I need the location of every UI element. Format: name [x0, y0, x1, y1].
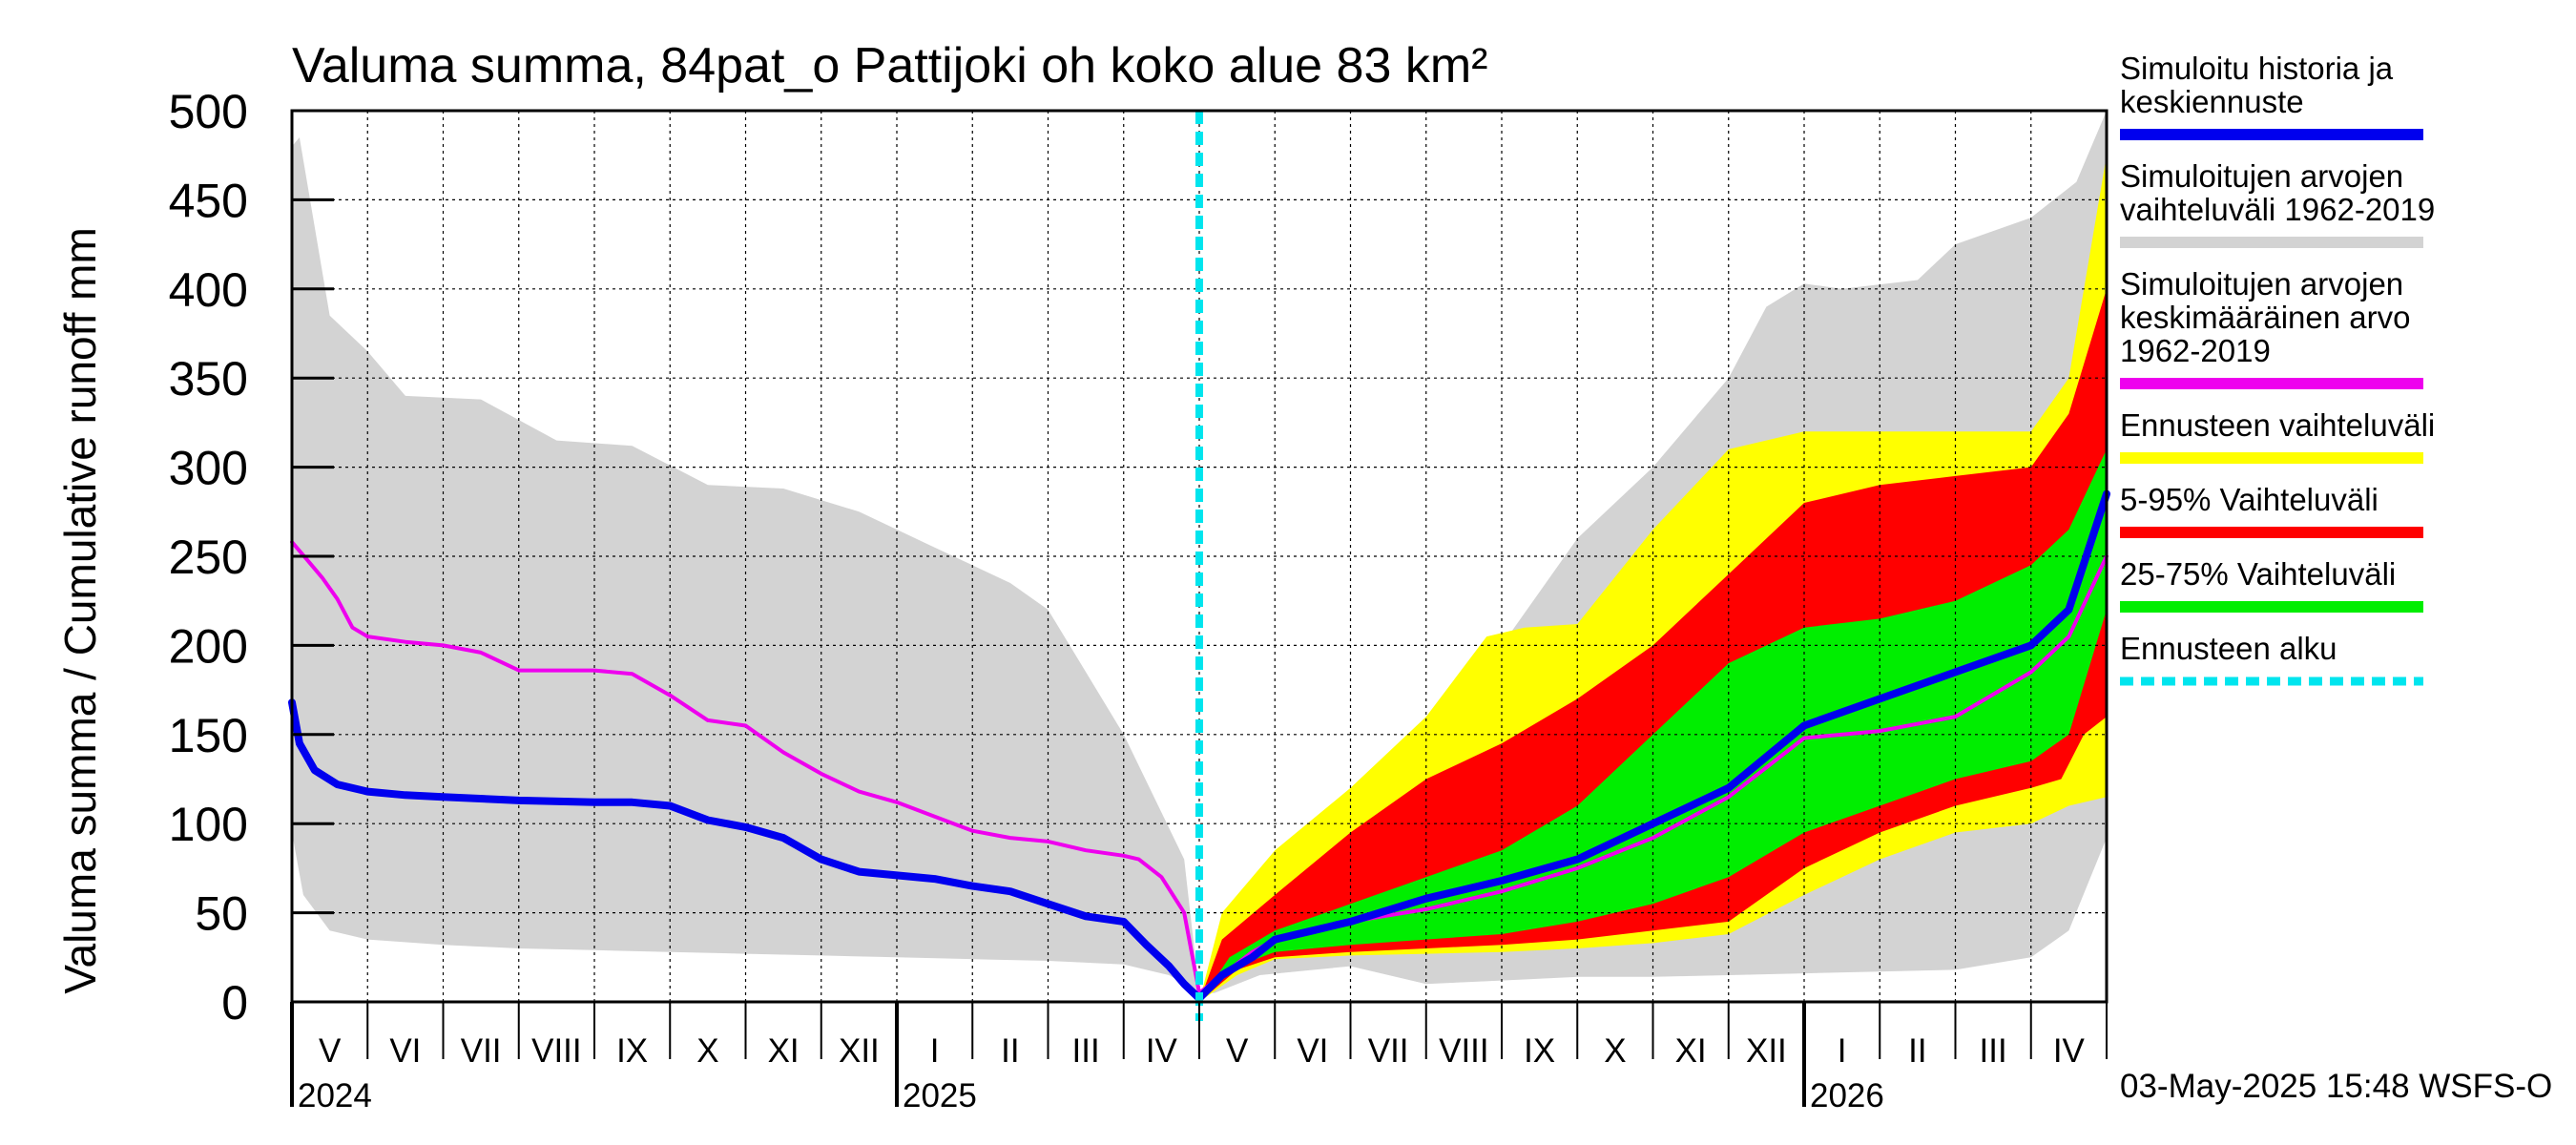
line-simulated_history_and_mean_forecast	[288, 489, 2110, 1003]
x-month-label: I	[930, 1032, 940, 1070]
y-tick-label: 150	[169, 709, 248, 762]
legend-label: keskimääräinen arvo	[2120, 300, 2410, 335]
x-month-label: VII	[1368, 1032, 1409, 1070]
x-year-label: 2024	[298, 1077, 372, 1114]
y-tick-label: 500	[169, 85, 248, 138]
legend-label: Simuloitujen arvojen	[2120, 158, 2403, 194]
x-month-label: IV	[1146, 1032, 1178, 1070]
y-tick-label: 400	[169, 263, 248, 317]
y-tick-label: 50	[195, 887, 248, 941]
x-month-label: XI	[1675, 1032, 1707, 1070]
x-month-label: IX	[616, 1032, 648, 1070]
line-mean_1962_2019	[290, 540, 2109, 995]
x-year-label: 2026	[1810, 1077, 1884, 1114]
x-month-label: I	[1838, 1032, 1847, 1070]
y-tick-label: 200	[169, 619, 248, 673]
chart-title: Valuma summa, 84pat_o Pattijoki oh koko …	[292, 38, 1487, 94]
legend-label: 5-95% Vaihteluväli	[2120, 482, 2379, 517]
x-month-label: V	[319, 1032, 342, 1070]
x-month-label: II	[1908, 1032, 1926, 1070]
y-tick-label: 100	[169, 798, 248, 851]
x-month-label: XI	[768, 1032, 800, 1070]
band-p25_75	[1199, 448, 2107, 1002]
x-year-label: 2025	[903, 1077, 977, 1114]
gridlines	[292, 111, 2107, 1002]
x-month-label: VI	[389, 1032, 421, 1070]
x-month-label: VII	[461, 1032, 502, 1070]
legend-label: 25-75% Vaihteluväli	[2120, 556, 2396, 592]
x-month-label: XII	[839, 1032, 880, 1070]
y-tick-label: 300	[169, 442, 248, 495]
x-month-label: III	[1072, 1032, 1100, 1070]
legend-label: 1962-2019	[2120, 333, 2271, 368]
y-tick-label: 450	[169, 174, 248, 227]
legend-label: Simuloitujen arvojen	[2120, 266, 2403, 302]
x-month-label: VIII	[1439, 1032, 1489, 1070]
plot-area	[288, 111, 2110, 1021]
timestamp-label: 03-May-2025 15:48 WSFS-O	[2120, 1068, 2552, 1105]
x-month-label: XII	[1746, 1032, 1787, 1070]
x-month-label: X	[1604, 1032, 1626, 1070]
y-tick-label: 0	[221, 976, 248, 1030]
x-month-label: VIII	[531, 1032, 582, 1070]
x-month-label: IX	[1524, 1032, 1555, 1070]
y-tick-label: 250	[169, 531, 248, 584]
x-month-label: VI	[1297, 1032, 1328, 1070]
x-month-label: II	[1001, 1032, 1019, 1070]
x-month-label: X	[696, 1032, 718, 1070]
y-tick-label: 350	[169, 352, 248, 406]
x-month-label: III	[1980, 1032, 2007, 1070]
legend-label: Ennusteen vaihteluväli	[2120, 407, 2435, 443]
x-month-label: V	[1226, 1032, 1249, 1070]
y-axis-label: Valuma summa / Cumulative runoff mm	[55, 227, 105, 994]
legend-label: Simuloitu historia ja	[2120, 51, 2394, 86]
legend-label: vaihteluväli 1962-2019	[2120, 192, 2435, 227]
legend-label: Ennusteen alku	[2120, 631, 2337, 666]
legend-label: keskiennuste	[2120, 84, 2304, 119]
x-month-label: IV	[2053, 1032, 2086, 1070]
